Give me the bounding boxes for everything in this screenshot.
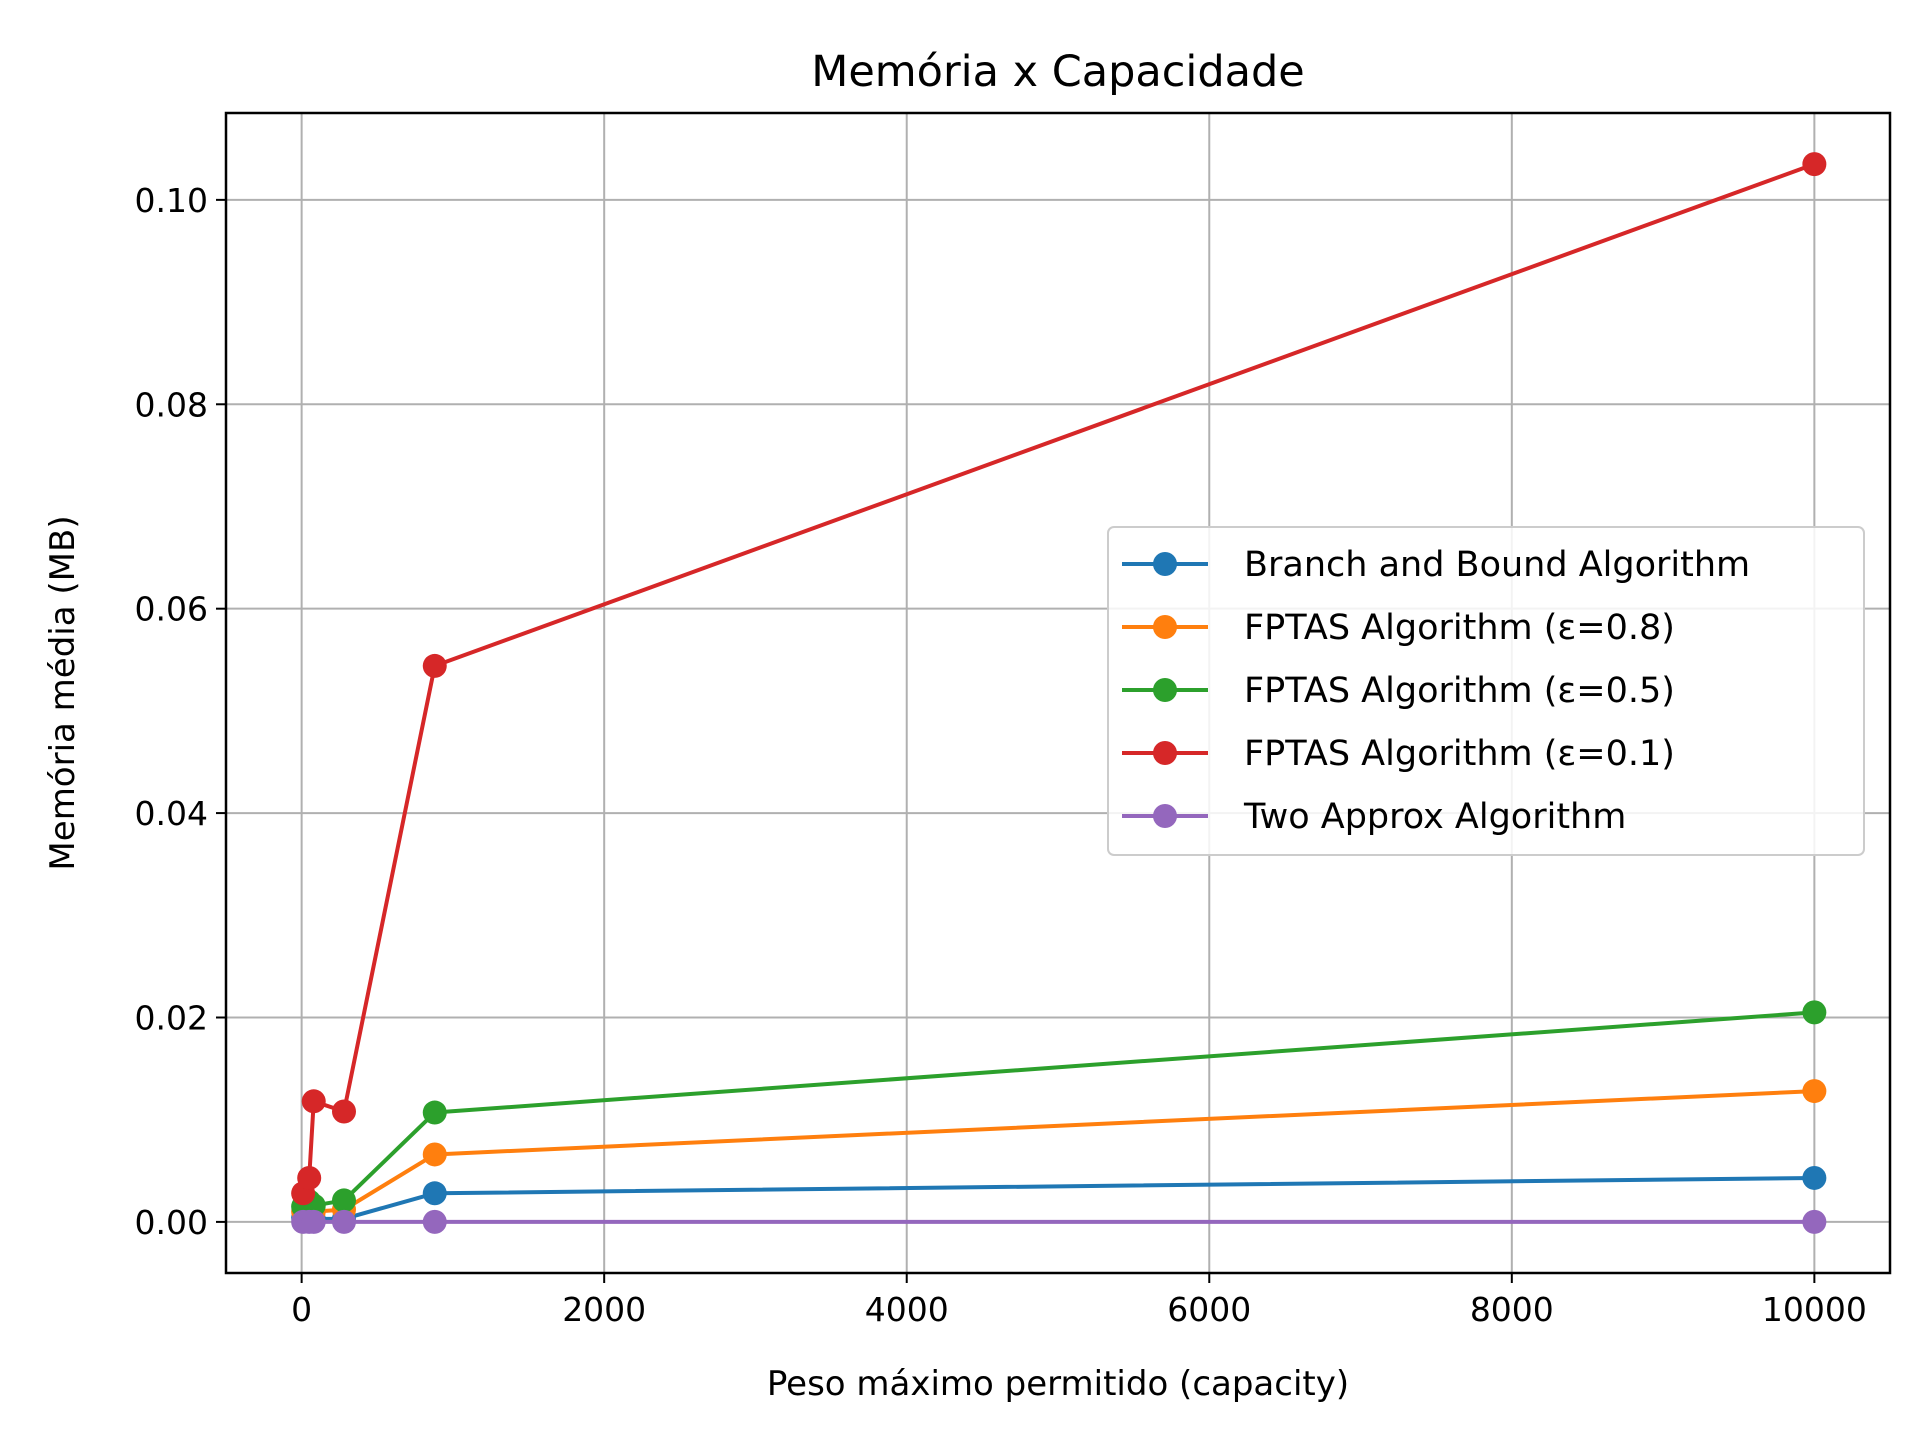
- data-point: [297, 1165, 322, 1190]
- legend-swatch-marker: [1153, 615, 1177, 639]
- plot-frame: [224, 111, 1892, 1275]
- data-point: [1802, 1000, 1827, 1025]
- series-layer: [291, 152, 1827, 1234]
- data-point: [422, 1142, 447, 1167]
- x-tick-label: 4000: [865, 1290, 949, 1329]
- data-point: [331, 1209, 356, 1234]
- data-point: [301, 1089, 326, 1114]
- legend-swatch-marker: [1153, 552, 1177, 576]
- legend-label: Two Approx Algorithm: [1243, 797, 1626, 837]
- data-point: [422, 653, 447, 678]
- y-tick-label: 0.06: [135, 590, 208, 629]
- series-4: [291, 1209, 1827, 1234]
- legend-swatch-marker: [1153, 741, 1177, 765]
- chart-title: Memória x Capacidade: [811, 47, 1305, 97]
- data-point: [331, 1099, 356, 1124]
- y-tick-label: 0.02: [135, 998, 208, 1037]
- legend-label: FPTAS Algorithm (ε=0.5): [1244, 671, 1675, 711]
- ticks: 0 2000 4000 6000 8000 10000 0.00 0.02 0.04 0.06 0.…: [135, 181, 1867, 1329]
- y-tick-label: 0.10: [135, 181, 208, 220]
- y-tick-label: 0.00: [135, 1203, 208, 1242]
- legend: Branch and Bound Algorithm FPTAS Algorith…: [1107, 526, 1865, 856]
- data-point: [422, 1209, 447, 1234]
- legend-swatch-marker: [1153, 678, 1177, 702]
- x-tick-label: 8000: [1470, 1290, 1554, 1329]
- y-tick-label: 0.08: [135, 385, 208, 424]
- legend-box: [1107, 526, 1865, 856]
- legend-label: FPTAS Algorithm (ε=0.8): [1244, 608, 1675, 648]
- legend-label: FPTAS Algorithm (ε=0.1): [1244, 734, 1675, 774]
- legend-swatch-marker: [1153, 804, 1177, 828]
- x-tick-label: 2000: [562, 1290, 646, 1329]
- data-point: [1802, 1209, 1827, 1234]
- series-3: [291, 152, 1827, 1206]
- y-axis-label: Memória média (MB): [43, 515, 83, 870]
- data-point: [422, 1181, 447, 1206]
- x-tick-label: 0: [291, 1290, 312, 1329]
- data-point: [422, 1100, 447, 1125]
- data-point: [331, 1188, 356, 1213]
- data-point: [1802, 1165, 1827, 1190]
- data-point: [1802, 1079, 1827, 1104]
- y-tick-label: 0.04: [135, 794, 208, 833]
- x-tick-label: 10000: [1762, 1290, 1867, 1329]
- data-point: [1802, 152, 1827, 177]
- x-axis-label: Peso máximo permitido (capacity): [767, 1364, 1349, 1404]
- x-tick-label: 6000: [1167, 1290, 1251, 1329]
- data-point: [301, 1209, 326, 1234]
- legend-label: Branch and Bound Algorithm: [1244, 545, 1750, 585]
